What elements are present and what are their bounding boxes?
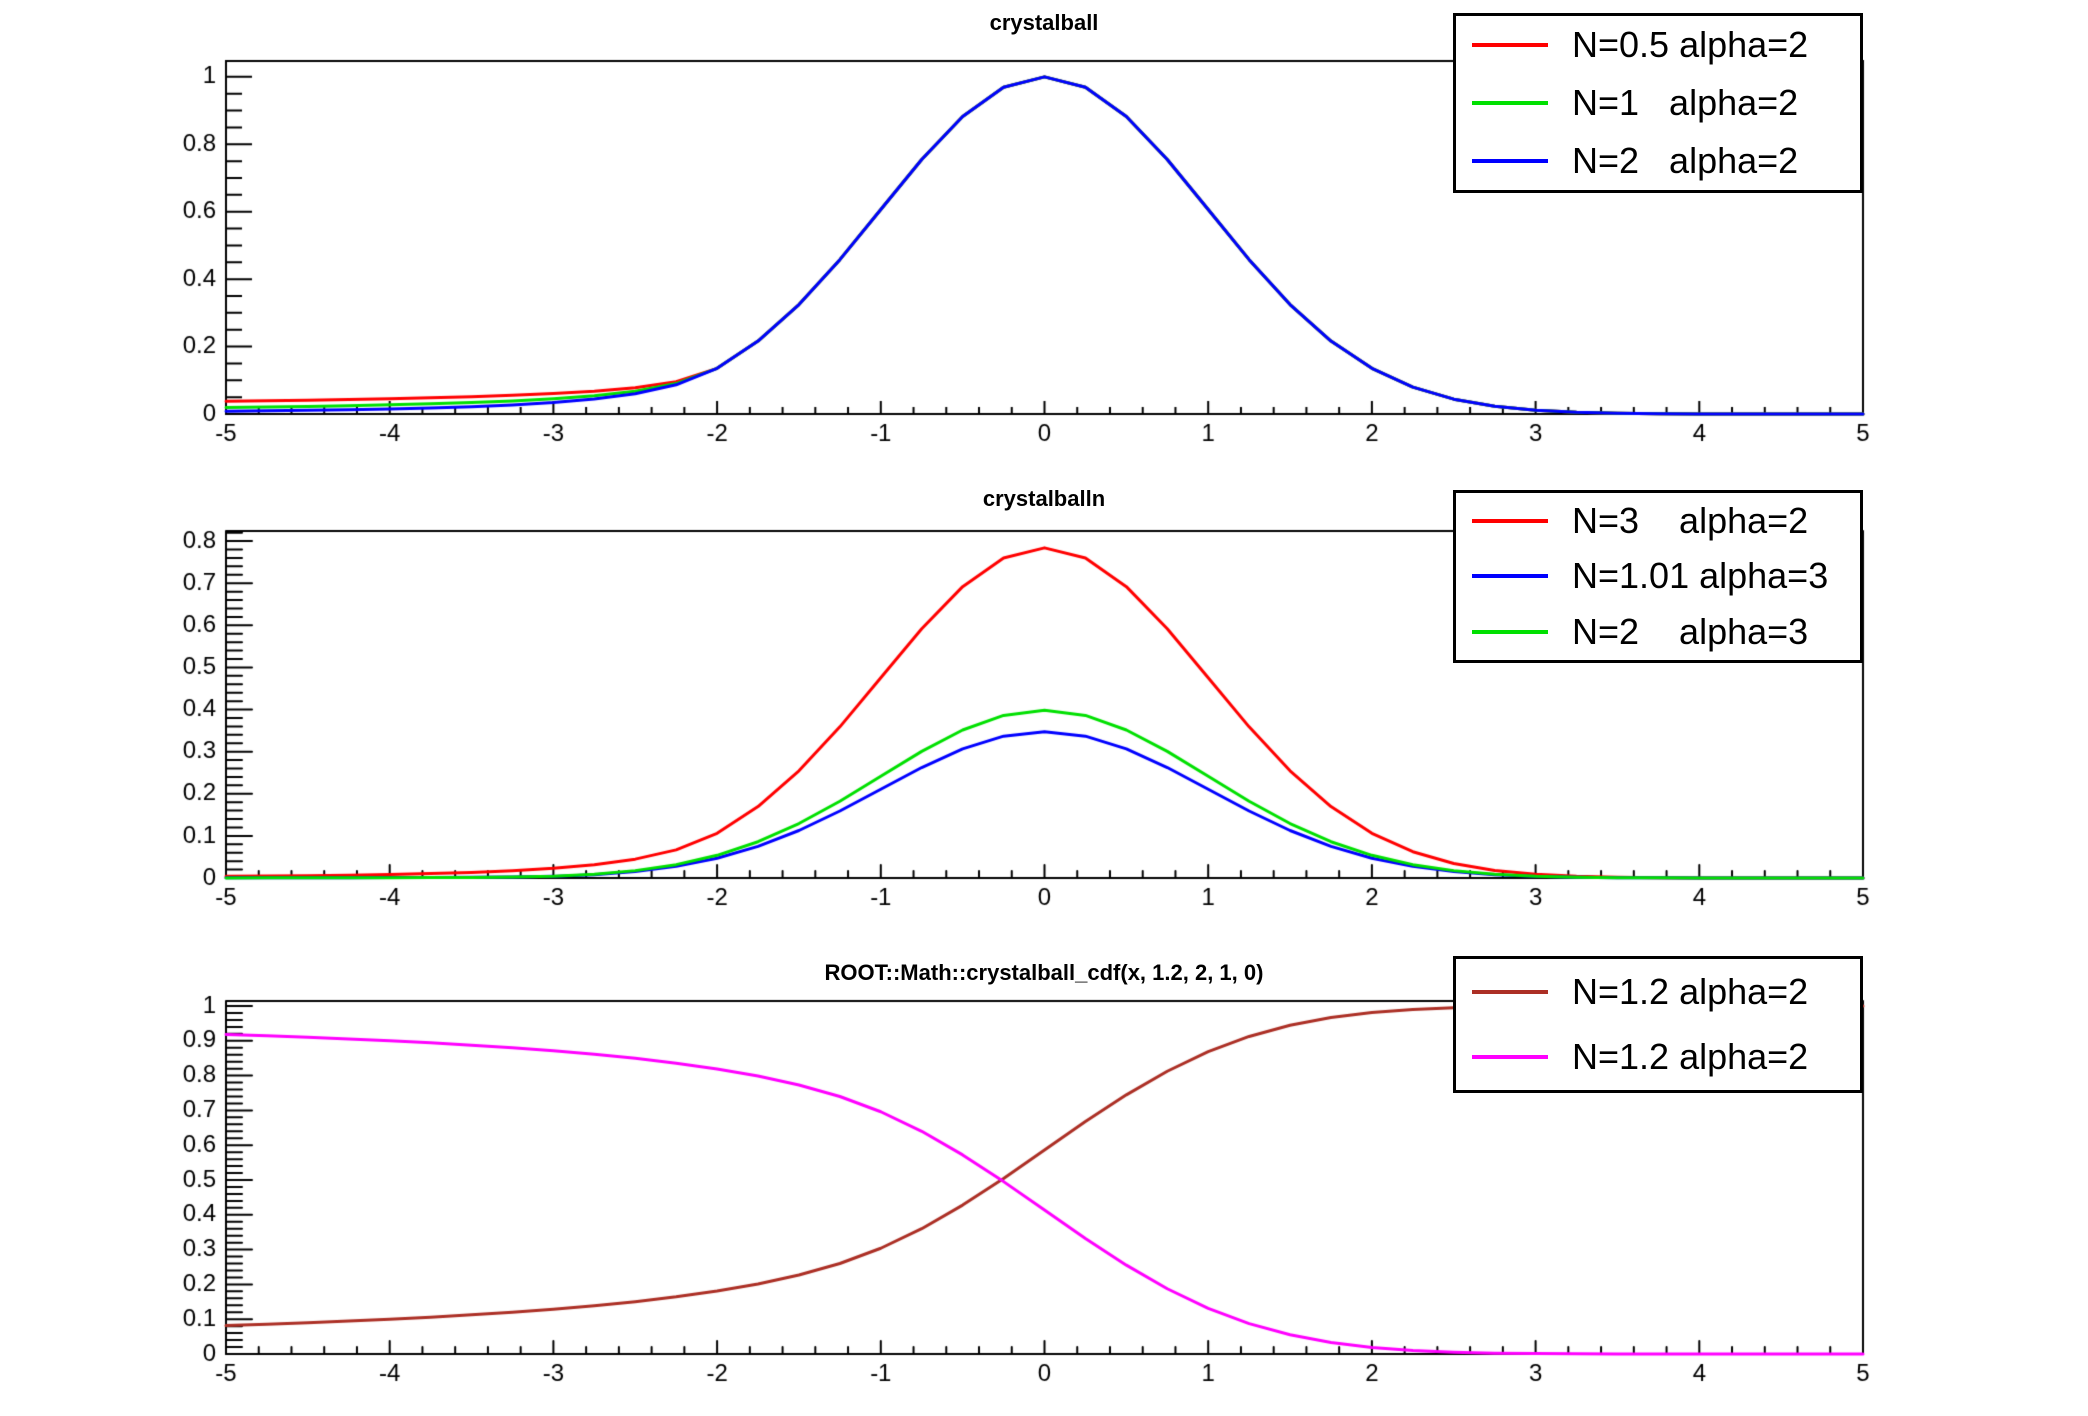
legend-entry: N=1.2 alpha=2 bbox=[1456, 970, 1860, 1012]
legend-entry-label: N=1.2 alpha=2 bbox=[1572, 1036, 1809, 1078]
legend-line-sample bbox=[1472, 43, 1548, 47]
legend-entry: N=1.01 alpha=3 bbox=[1456, 558, 1860, 594]
plot-3-legend: N=1.2 alpha=2 N=1.2 alpha=2 bbox=[1453, 956, 1863, 1093]
plot-1-title: crystalball bbox=[989, 10, 1099, 35]
legend-entry: N=2 alpha=3 bbox=[1456, 614, 1860, 650]
legend-entry-label: N=0.5 alpha=2 bbox=[1572, 24, 1809, 65]
plot-3-title: ROOT::Math::crystalball_cdf(x, 1.2, 2, 1… bbox=[824, 960, 1264, 985]
legend-entry-label: N=2 alpha=2 bbox=[1572, 140, 1799, 181]
legend-line-sample bbox=[1472, 989, 1548, 994]
legend-entry-label: N=1 alpha=2 bbox=[1572, 82, 1799, 123]
legend-entry: N=0.5 alpha=2 bbox=[1456, 27, 1860, 63]
legend-entry-label: N=2 alpha=3 bbox=[1572, 611, 1809, 653]
legend-line-sample bbox=[1472, 159, 1548, 163]
plot-1-legend: N=0.5 alpha=2 N=1 alpha=2 N=2 alpha=2 bbox=[1453, 13, 1863, 193]
legend-line-sample bbox=[1472, 630, 1548, 635]
plot-2-title: crystalballn bbox=[982, 486, 1106, 511]
plot-2-legend: N=3 alpha=2 N=1.01 alpha=3 N=2 alpha=3 bbox=[1453, 490, 1863, 663]
legend-entry-label: N=1.2 alpha=2 bbox=[1572, 970, 1809, 1012]
legend-entry-label: N=3 alpha=2 bbox=[1572, 499, 1809, 541]
legend-entry: N=1 alpha=2 bbox=[1456, 85, 1860, 121]
legend-entry: N=1.2 alpha=2 bbox=[1456, 1039, 1860, 1075]
legend-line-sample bbox=[1472, 101, 1548, 105]
legend-entry: N=2 alpha=2 bbox=[1456, 143, 1860, 179]
legend-entry: N=3 alpha=2 bbox=[1456, 499, 1860, 541]
legend-line-sample bbox=[1472, 574, 1548, 579]
legend-entry-label: N=1.01 alpha=3 bbox=[1572, 555, 1829, 597]
legend-line-sample bbox=[1472, 518, 1548, 523]
legend-line-sample bbox=[1472, 1055, 1548, 1060]
